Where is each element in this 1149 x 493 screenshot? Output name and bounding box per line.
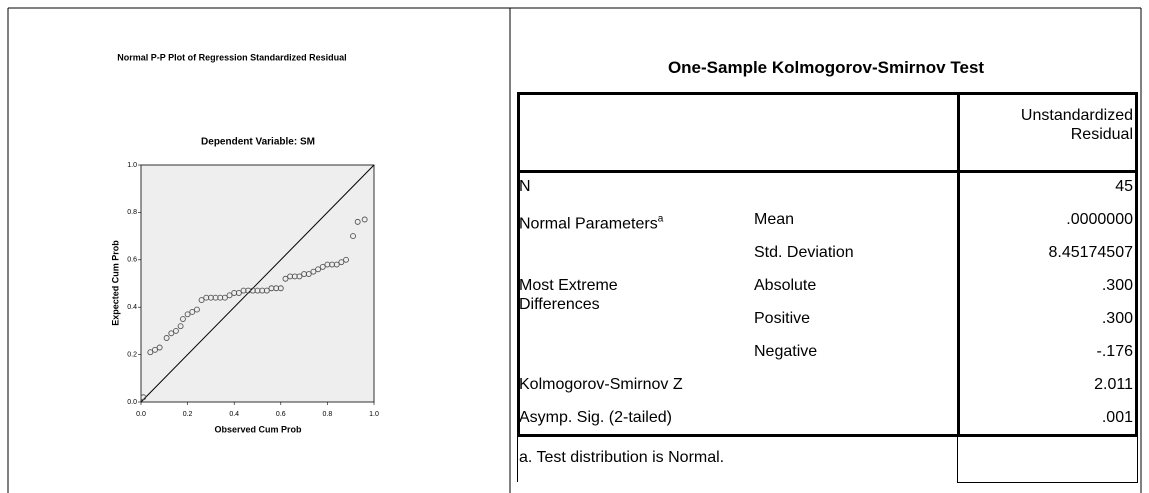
point — [168, 330, 175, 337]
footnote-left — [517, 434, 518, 482]
chart-title: Normal P-P Plot of Regression Standardiz… — [117, 52, 346, 62]
y-tick-label: 1.0 — [127, 162, 137, 169]
row-statistic: Positive — [754, 310, 811, 327]
point — [140, 394, 147, 401]
point — [172, 327, 179, 334]
row-label: Normal Parametersa — [519, 214, 664, 233]
x-tick-label: 0.6 — [276, 411, 286, 418]
x-axis-label: Observed Cum Prob — [214, 424, 302, 434]
y-tick-label: 0.4 — [127, 304, 137, 311]
point — [361, 216, 368, 223]
point — [305, 271, 312, 277]
point — [184, 311, 191, 318]
y-tick-label: 0.6 — [127, 257, 137, 264]
point — [338, 259, 345, 266]
point — [163, 335, 170, 341]
point — [350, 233, 356, 240]
header-rule — [517, 170, 1138, 173]
table-border-bottom — [517, 434, 1138, 437]
point — [282, 275, 289, 282]
table-title: One-Sample Kolmogorov-Smirnov Test — [667, 58, 985, 77]
row-value: .001 — [1101, 409, 1133, 426]
header-cell: Unstandardized Residual — [1020, 107, 1133, 143]
row-value: .0000000 — [1066, 211, 1133, 228]
footnote-box-bottom — [957, 482, 1138, 483]
point — [226, 292, 233, 299]
row-statistic: Std. Deviation — [754, 244, 854, 261]
point — [189, 308, 196, 315]
value-column-rule — [957, 92, 960, 437]
point — [198, 297, 205, 304]
row-value: .300 — [1101, 310, 1133, 327]
point — [343, 256, 349, 263]
point — [315, 266, 322, 273]
chart-subtitle: Dependent Variable: SM — [201, 137, 315, 148]
x-tick-label: 0.8 — [323, 411, 333, 418]
y-tick-label: 0.0 — [127, 399, 137, 406]
reference-line — [140, 164, 375, 403]
footnote: a. Test distribution is Normal. — [519, 449, 725, 466]
row-value: -.176 — [1096, 343, 1133, 360]
table-border-right — [1135, 92, 1138, 437]
row-label: N — [519, 178, 531, 195]
y-tick-label: 0.2 — [127, 351, 137, 358]
point — [147, 349, 154, 356]
x-tick-label: 0.0 — [136, 411, 146, 418]
row-label: Most Extreme Differences — [519, 277, 618, 313]
point — [333, 261, 340, 268]
point — [319, 263, 326, 270]
x-tick-label: 0.2 — [183, 411, 193, 418]
row-label: Kolmogorov-Smirnov Z — [519, 376, 683, 393]
row-statistic: Absolute — [754, 277, 817, 294]
row-value: 8.45174507 — [1048, 244, 1133, 261]
x-tick-label: 0.4 — [229, 411, 239, 418]
footnote-box-left — [957, 434, 958, 482]
point — [354, 218, 361, 225]
point — [156, 344, 163, 351]
point — [179, 316, 186, 322]
row-label: Asymp. Sig. (2-tailed) — [519, 409, 672, 426]
row-statistic: Mean — [754, 211, 795, 228]
footnote-box-right — [1137, 434, 1138, 482]
table-border-top — [517, 92, 1138, 95]
y-axis-label: Expected Cum Prob — [110, 240, 120, 326]
row-value: .300 — [1101, 277, 1133, 294]
y-tick-label: 0.8 — [127, 209, 137, 216]
point — [263, 287, 270, 294]
point — [152, 346, 158, 353]
point — [221, 294, 228, 301]
x-tick-label: 1.0 — [369, 411, 379, 418]
point — [296, 273, 303, 280]
row-statistic: Negative — [754, 343, 818, 360]
footnote-marker: a — [657, 214, 664, 225]
point — [310, 268, 317, 275]
point — [235, 290, 242, 296]
row-value: 45 — [1115, 178, 1133, 195]
table-border-left — [517, 92, 520, 437]
point — [177, 323, 184, 330]
point — [277, 285, 284, 292]
point — [193, 306, 200, 313]
row-value: 2.011 — [1094, 376, 1133, 393]
row-label-wrap: a — [657, 214, 664, 232]
